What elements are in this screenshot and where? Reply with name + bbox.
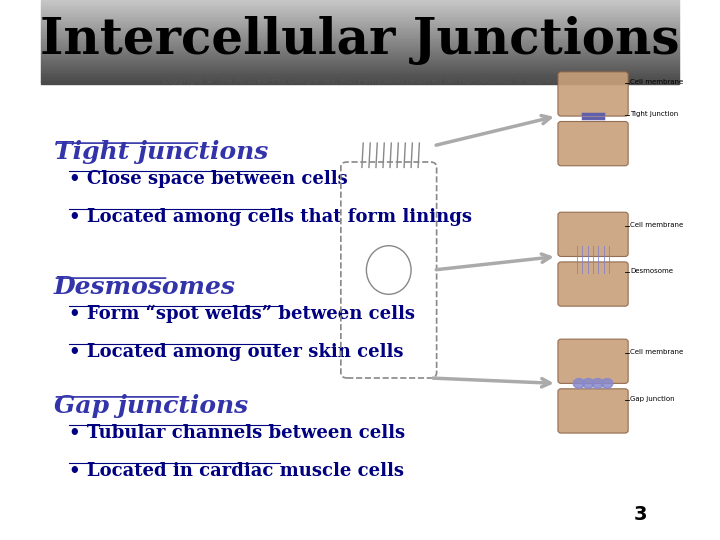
Bar <box>41 25 679 26</box>
Bar <box>41 46 679 48</box>
Bar <box>41 71 679 72</box>
Bar <box>41 72 679 74</box>
Bar <box>41 79 679 81</box>
Bar <box>41 56 679 57</box>
Bar <box>41 50 679 52</box>
Bar <box>41 12 679 14</box>
Text: Tight junctions: Tight junctions <box>53 140 268 164</box>
Text: Copyright © The McGraw-Hill Companies, Inc. Permission required for reproduction: Copyright © The McGraw-Hill Companies, I… <box>162 76 558 85</box>
Circle shape <box>582 379 594 388</box>
Text: • Close space between cells: • Close space between cells <box>70 170 348 188</box>
Bar <box>41 64 679 65</box>
Bar <box>41 49 679 50</box>
Bar <box>41 58 679 60</box>
Bar <box>41 19 679 21</box>
Bar <box>41 28 679 29</box>
Bar <box>41 40 679 42</box>
Bar <box>41 81 679 82</box>
FancyBboxPatch shape <box>558 262 628 306</box>
Text: Intercellular Junctions: Intercellular Junctions <box>40 16 680 65</box>
Bar <box>41 18 679 19</box>
FancyBboxPatch shape <box>558 122 628 166</box>
Text: • Located among outer skin cells: • Located among outer skin cells <box>70 343 404 361</box>
Text: Gap junctions: Gap junctions <box>53 394 248 418</box>
Bar <box>41 62 679 63</box>
Bar <box>41 7 679 8</box>
Bar <box>41 21 679 22</box>
Bar <box>41 11 679 12</box>
Bar <box>41 29 679 31</box>
Bar <box>41 53 679 55</box>
Text: • Located among cells that form linings: • Located among cells that form linings <box>70 208 472 226</box>
Text: Cell membrane: Cell membrane <box>630 349 683 355</box>
Text: Desmosomes: Desmosomes <box>53 275 235 299</box>
Bar <box>41 15 679 17</box>
Bar <box>41 75 679 77</box>
FancyBboxPatch shape <box>558 212 628 256</box>
FancyBboxPatch shape <box>558 72 628 116</box>
FancyBboxPatch shape <box>558 389 628 433</box>
Bar <box>41 65 679 67</box>
Bar <box>41 3 679 4</box>
Bar <box>41 69 679 70</box>
Bar <box>41 42 679 43</box>
Bar <box>41 74 679 76</box>
Bar <box>41 14 679 15</box>
Circle shape <box>601 379 613 388</box>
Text: • Form “spot welds” between cells: • Form “spot welds” between cells <box>70 305 415 323</box>
Bar <box>41 4 679 5</box>
Bar <box>41 8 679 10</box>
Text: • Tubular channels between cells: • Tubular channels between cells <box>70 424 405 442</box>
Text: Cell membrane: Cell membrane <box>630 79 683 85</box>
FancyBboxPatch shape <box>558 339 628 383</box>
Bar <box>41 57 679 59</box>
Text: Desmosome: Desmosome <box>630 268 673 274</box>
Bar <box>41 35 679 36</box>
Circle shape <box>573 379 585 388</box>
Bar <box>41 63 679 64</box>
Text: 3: 3 <box>634 505 647 524</box>
Bar <box>41 17 679 18</box>
Bar <box>41 33 679 35</box>
Bar <box>41 55 679 56</box>
Bar <box>41 36 679 38</box>
Bar <box>41 77 679 78</box>
Bar <box>41 5 679 7</box>
Text: Tight junction: Tight junction <box>630 111 678 117</box>
Bar <box>41 2 679 3</box>
Bar <box>41 24 679 25</box>
Bar <box>41 52 679 53</box>
Bar <box>41 70 679 71</box>
Circle shape <box>592 379 603 388</box>
Bar <box>41 26 679 28</box>
Bar <box>41 31 679 32</box>
Bar <box>41 10 679 11</box>
Bar <box>41 0 679 2</box>
Bar <box>41 48 679 49</box>
Bar <box>41 60 679 62</box>
Bar <box>41 32 679 33</box>
Text: Cell membrane: Cell membrane <box>630 222 683 228</box>
Bar <box>41 67 679 69</box>
Text: Gap junction: Gap junction <box>630 396 675 402</box>
Bar <box>41 39 679 40</box>
Bar <box>41 82 679 84</box>
Bar <box>41 22 679 24</box>
Text: • Located in cardiac muscle cells: • Located in cardiac muscle cells <box>70 462 405 480</box>
Bar <box>41 38 679 39</box>
Bar <box>41 45 679 46</box>
Bar <box>41 78 679 79</box>
Bar <box>41 43 679 45</box>
